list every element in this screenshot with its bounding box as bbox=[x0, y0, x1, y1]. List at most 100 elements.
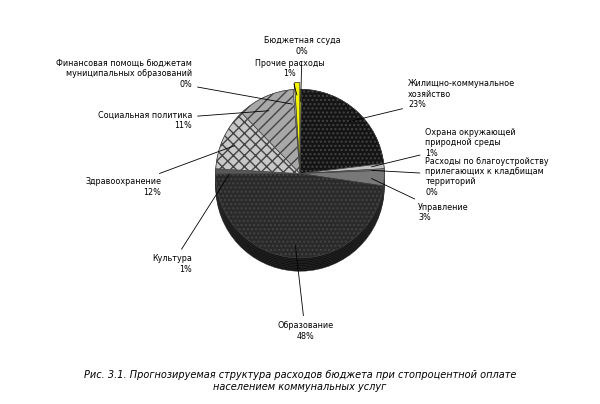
Wedge shape bbox=[215, 174, 383, 258]
Wedge shape bbox=[300, 170, 384, 180]
Wedge shape bbox=[300, 101, 384, 185]
Wedge shape bbox=[293, 93, 300, 177]
Wedge shape bbox=[216, 121, 300, 182]
Wedge shape bbox=[300, 168, 384, 179]
Wedge shape bbox=[215, 177, 300, 182]
Wedge shape bbox=[215, 174, 300, 179]
Text: Жилищно-коммунальное
хозяйство
23%: Жилищно-коммунальное хозяйство 23% bbox=[349, 80, 515, 122]
Wedge shape bbox=[293, 89, 300, 174]
Wedge shape bbox=[242, 95, 300, 179]
Wedge shape bbox=[300, 89, 302, 174]
Wedge shape bbox=[300, 103, 384, 187]
Wedge shape bbox=[215, 175, 383, 259]
Wedge shape bbox=[293, 101, 300, 185]
Wedge shape bbox=[300, 101, 302, 185]
Wedge shape bbox=[215, 170, 300, 176]
Wedge shape bbox=[216, 126, 300, 187]
Wedge shape bbox=[300, 94, 384, 179]
Wedge shape bbox=[300, 91, 302, 175]
Wedge shape bbox=[293, 99, 300, 183]
Wedge shape bbox=[215, 180, 383, 265]
Wedge shape bbox=[215, 183, 383, 268]
Wedge shape bbox=[300, 177, 384, 182]
Wedge shape bbox=[300, 179, 385, 194]
Wedge shape bbox=[300, 93, 384, 177]
Wedge shape bbox=[300, 169, 384, 174]
Wedge shape bbox=[215, 174, 383, 258]
Wedge shape bbox=[300, 177, 384, 187]
Wedge shape bbox=[242, 103, 300, 187]
Wedge shape bbox=[300, 172, 384, 177]
Wedge shape bbox=[215, 177, 383, 261]
Wedge shape bbox=[300, 103, 302, 187]
Wedge shape bbox=[300, 164, 384, 174]
Wedge shape bbox=[215, 181, 300, 186]
Wedge shape bbox=[295, 88, 300, 172]
Wedge shape bbox=[295, 86, 300, 170]
Wedge shape bbox=[300, 169, 384, 174]
Text: Бюджетная ссуда
0%: Бюджетная ссуда 0% bbox=[264, 36, 340, 102]
Wedge shape bbox=[300, 165, 384, 175]
Wedge shape bbox=[300, 89, 302, 174]
Wedge shape bbox=[300, 181, 384, 185]
Wedge shape bbox=[300, 89, 384, 174]
Wedge shape bbox=[300, 179, 384, 183]
Wedge shape bbox=[300, 164, 384, 174]
Wedge shape bbox=[300, 177, 385, 193]
Wedge shape bbox=[300, 170, 385, 186]
Wedge shape bbox=[216, 114, 300, 175]
Text: Социальная политика
11%: Социальная политика 11% bbox=[98, 110, 269, 130]
Wedge shape bbox=[300, 170, 384, 175]
Wedge shape bbox=[300, 175, 384, 185]
Wedge shape bbox=[300, 182, 384, 187]
Wedge shape bbox=[293, 98, 300, 182]
Wedge shape bbox=[300, 98, 384, 182]
Wedge shape bbox=[295, 93, 300, 177]
Wedge shape bbox=[215, 187, 383, 271]
Text: Расходы по благоустройству
прилегающих к кладбищам
территорий
0%: Расходы по благоустройству прилегающих к… bbox=[372, 157, 549, 197]
Wedge shape bbox=[300, 174, 384, 179]
Wedge shape bbox=[300, 182, 385, 198]
Text: Управление
3%: Управление 3% bbox=[371, 179, 469, 222]
Wedge shape bbox=[295, 91, 300, 175]
Wedge shape bbox=[300, 98, 302, 182]
Wedge shape bbox=[300, 99, 302, 183]
Wedge shape bbox=[215, 179, 383, 263]
Wedge shape bbox=[215, 175, 300, 181]
Wedge shape bbox=[295, 89, 300, 173]
Wedge shape bbox=[215, 182, 300, 187]
Wedge shape bbox=[215, 185, 383, 269]
Wedge shape bbox=[300, 91, 384, 175]
Wedge shape bbox=[293, 89, 300, 174]
Wedge shape bbox=[216, 118, 300, 179]
Wedge shape bbox=[216, 120, 300, 180]
Text: Прочие расходы
1%: Прочие расходы 1% bbox=[255, 59, 325, 95]
Wedge shape bbox=[300, 184, 385, 199]
Text: Образование
48%: Образование 48% bbox=[277, 245, 333, 341]
Wedge shape bbox=[215, 179, 300, 184]
Text: Рис. 3.1. Прогнозируемая структура расходов бюджета при стопроцентной оплате
нас: Рис. 3.1. Прогнозируемая структура расхо… bbox=[84, 370, 516, 392]
Text: Охрана окружающей
природной среды
1%: Охрана окружающей природной среды 1% bbox=[371, 128, 516, 167]
Wedge shape bbox=[295, 94, 300, 179]
Text: Финансовая помощь бюджетам
муниципальных образований
0%: Финансовая помощь бюджетам муниципальных… bbox=[56, 59, 292, 104]
Wedge shape bbox=[216, 116, 300, 177]
Wedge shape bbox=[295, 96, 300, 180]
Wedge shape bbox=[242, 93, 300, 177]
Wedge shape bbox=[242, 90, 300, 174]
Wedge shape bbox=[300, 99, 384, 183]
Wedge shape bbox=[300, 96, 384, 180]
Wedge shape bbox=[242, 96, 300, 180]
Wedge shape bbox=[242, 90, 300, 174]
Wedge shape bbox=[293, 95, 300, 179]
Wedge shape bbox=[300, 89, 384, 174]
Wedge shape bbox=[242, 98, 300, 182]
Text: Здравоохранение
12%: Здравоохранение 12% bbox=[85, 145, 235, 197]
Wedge shape bbox=[300, 96, 302, 180]
Wedge shape bbox=[216, 124, 300, 185]
Wedge shape bbox=[215, 169, 300, 174]
Wedge shape bbox=[293, 96, 300, 180]
Wedge shape bbox=[300, 167, 384, 177]
Wedge shape bbox=[300, 172, 384, 182]
Wedge shape bbox=[300, 93, 302, 177]
Wedge shape bbox=[242, 101, 300, 185]
